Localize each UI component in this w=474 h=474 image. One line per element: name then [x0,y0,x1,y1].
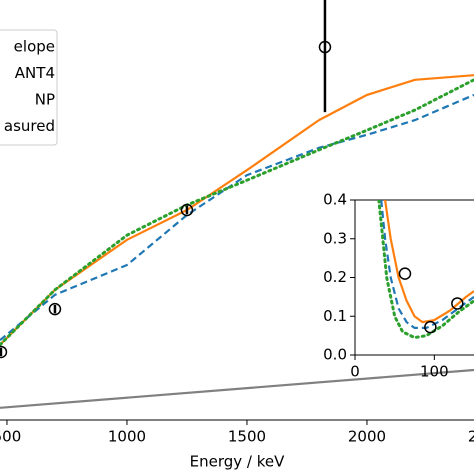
series-line [0,78,474,347]
x-tick-label: 1000 [108,428,146,446]
x-tick-label: 1500 [228,428,266,446]
series-line [377,200,474,340]
y-tick-label: 0.4 [323,191,347,209]
series-line [0,368,474,409]
series-line [380,200,474,329]
legend-label: ANT4 [15,64,55,82]
inset-plot [377,200,474,340]
data-point [424,320,437,334]
x-tick-label: 100 [420,363,449,381]
main-plot [0,0,474,409]
inset-axis: 0 100 0.0 0.1 0.2 0.3 0.4 [323,191,449,381]
data-point [48,302,62,316]
series-line [384,200,474,324]
data-point [398,267,412,280]
data-point [0,345,8,359]
legend-label: NP [35,91,55,109]
legend [0,29,58,146]
main-axis: 500 1000 1500 2000 2500 [0,420,474,446]
x-tick-label: 2500 [468,428,474,446]
legend-label: asured [4,117,55,135]
series-line [0,93,474,342]
data-point [451,297,464,310]
y-tick-label: 0.1 [323,307,347,325]
legend-items: elope ANT4 NP asured [4,38,55,136]
x-tick-label: 0 [350,363,360,381]
legend-label: elope [14,38,55,56]
x-axis-label: Energy / keV [190,453,285,471]
data-point [318,40,332,54]
inset-frame [354,199,474,356]
y-tick-label: 0.2 [323,268,347,286]
x-tick-label: 2000 [348,428,386,446]
y-tick-label: 0.0 [323,346,347,364]
series-line [0,74,474,346]
data-point [180,203,194,217]
x-tick-label: 500 [0,428,21,446]
y-tick-label: 0.3 [323,229,347,247]
